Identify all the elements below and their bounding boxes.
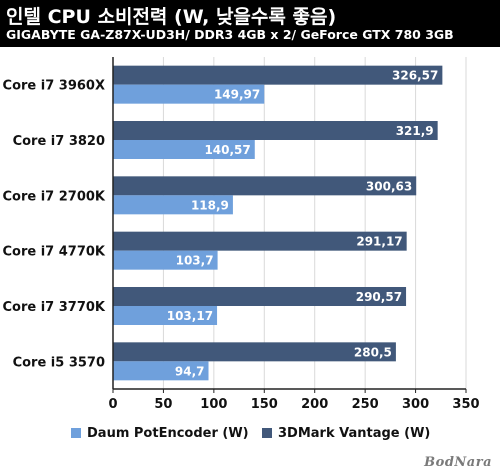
category-label: Core i7 2700K [2, 189, 105, 204]
bar-3dmark [113, 65, 443, 85]
bar-3dmark [113, 176, 417, 196]
category-label: Core i5 3570 [13, 355, 105, 370]
data-label: 290,57 [356, 290, 402, 304]
data-label: 280,5 [354, 345, 392, 359]
bar-potencoder [113, 250, 218, 270]
bar-potencoder [113, 140, 255, 159]
data-label: 118,9 [191, 198, 229, 212]
bar-potencoder [113, 361, 209, 381]
legend-item-3dmark-swatch [262, 428, 272, 438]
data-label: 103,17 [167, 309, 213, 323]
bar-3dmark [113, 342, 396, 362]
category-label: Core i7 3820 [13, 134, 105, 149]
x-tick-label: 250 [352, 397, 379, 412]
chart-subtitle: GIGABYTE GA-Z87X-UD3H/ DDR3 4GB x 2/ GeF… [6, 27, 454, 42]
bar-3dmark [113, 287, 407, 306]
legend-item-potencoder-swatch [71, 428, 81, 438]
category-label: Core i7 4770K [2, 245, 105, 260]
chart-title: 인텔 CPU 소비전력 (W, 낮을수록 좋음) [6, 6, 337, 28]
bar-chart: Core i7 3960X 326,57 149,97 Core i7 3820 321… [2, 57, 480, 441]
watermark-logo: BodNara [424, 455, 492, 470]
x-tick-label: 200 [301, 397, 328, 412]
legend-item-potencoder-label: Daum PotEncoder (W) [87, 426, 249, 441]
data-label: 326,57 [392, 69, 438, 83]
x-tick-label: 100 [200, 397, 227, 412]
x-tick-label: 350 [452, 397, 479, 412]
x-tick-label: 50 [154, 397, 172, 412]
data-label: 291,17 [356, 235, 402, 249]
bar-potencoder [113, 306, 218, 325]
data-label: 300,63 [366, 179, 412, 193]
bar-3dmark [113, 231, 407, 251]
category-label: Core i7 3770K [2, 300, 105, 315]
x-tick-label: 0 [108, 397, 117, 412]
data-label: 321,9 [396, 124, 434, 138]
bar-potencoder [113, 195, 233, 215]
category-label: Core i7 3960X [3, 79, 105, 94]
x-tick-label: 300 [402, 397, 429, 412]
x-tick-label: 150 [251, 397, 278, 412]
bar-3dmark [113, 121, 438, 140]
chart-header: 인텔 CPU 소비전력 (W, 낮을수록 좋음) GIGABYTE GA-Z87… [0, 0, 500, 47]
bar-potencoder [113, 84, 265, 104]
data-label: 94,7 [175, 364, 205, 378]
data-label: 149,97 [214, 88, 260, 102]
data-label: 103,7 [176, 254, 214, 268]
data-label: 140,57 [204, 143, 250, 157]
legend-item-3dmark-label: 3DMark Vantage (W) [278, 426, 430, 441]
